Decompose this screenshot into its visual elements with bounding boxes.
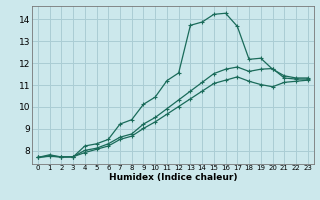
X-axis label: Humidex (Indice chaleur): Humidex (Indice chaleur) bbox=[108, 173, 237, 182]
